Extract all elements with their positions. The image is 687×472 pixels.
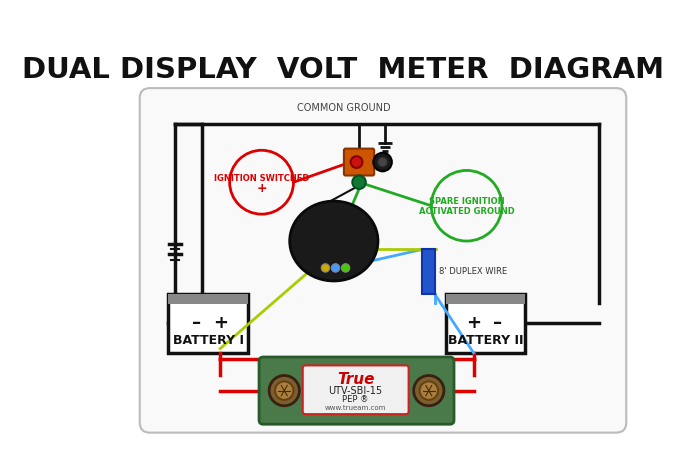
Circle shape (352, 176, 365, 189)
Text: SPARE IGNITION: SPARE IGNITION (429, 197, 504, 206)
Text: +: + (256, 183, 267, 195)
Text: ACTIVATED GROUND: ACTIVATED GROUND (419, 207, 515, 216)
Circle shape (341, 264, 350, 272)
Circle shape (350, 156, 363, 168)
Circle shape (414, 376, 444, 406)
FancyBboxPatch shape (139, 88, 627, 433)
Text: –: – (192, 314, 201, 332)
Circle shape (378, 157, 387, 167)
Bar (446, 294, 526, 304)
Bar (168, 294, 248, 353)
Text: –: – (493, 314, 502, 332)
Bar (422, 249, 435, 294)
Text: True: True (337, 372, 374, 387)
Text: www.trueam.com: www.trueam.com (325, 405, 386, 411)
FancyBboxPatch shape (344, 149, 374, 176)
Text: BATTERY I: BATTERY I (172, 334, 244, 347)
Circle shape (322, 264, 330, 272)
Text: COMMON GROUND: COMMON GROUND (297, 103, 390, 113)
FancyBboxPatch shape (303, 365, 409, 414)
Text: +: + (213, 314, 227, 332)
Text: UTV-SBI-15: UTV-SBI-15 (328, 386, 383, 396)
Circle shape (269, 376, 300, 406)
Text: BATTERY II: BATTERY II (448, 334, 523, 347)
Circle shape (420, 381, 438, 400)
Bar (168, 294, 248, 304)
Circle shape (373, 153, 392, 171)
Ellipse shape (290, 201, 378, 281)
Text: PEP ®: PEP ® (343, 396, 369, 405)
Text: 8' DUPLEX WIRE: 8' DUPLEX WIRE (439, 267, 507, 276)
FancyBboxPatch shape (259, 357, 454, 424)
Text: IGNITION SWITCHED: IGNITION SWITCHED (214, 174, 309, 183)
Bar (446, 294, 526, 353)
Circle shape (331, 264, 339, 272)
Text: DUAL DISPLAY  VOLT  METER  DIAGRAM: DUAL DISPLAY VOLT METER DIAGRAM (23, 56, 664, 84)
Circle shape (275, 381, 293, 400)
Text: +: + (466, 314, 481, 332)
